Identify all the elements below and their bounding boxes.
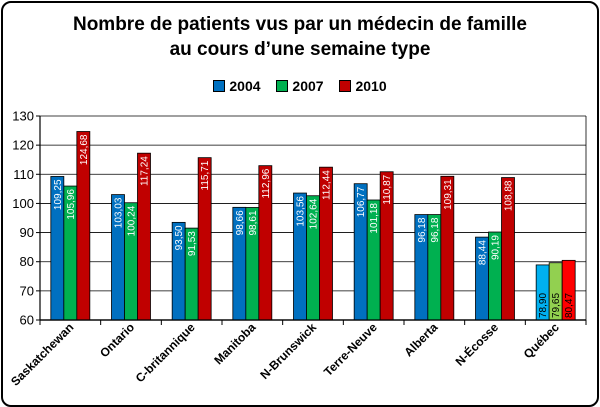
data-label: 88,44: [478, 240, 489, 265]
y-tick-label: 100: [12, 196, 34, 211]
data-label: 109,25: [53, 179, 64, 210]
y-tick-label: 120: [12, 138, 34, 153]
category-label: C-britannique: [133, 320, 198, 385]
legend-item-2004: 2004: [213, 78, 261, 94]
y-tick-label: 90: [20, 225, 34, 240]
data-label: 80,47: [564, 293, 575, 318]
legend-item-2010: 2010: [339, 78, 387, 94]
category-label: N-Écosse: [452, 319, 502, 369]
y-tick-label: 60: [20, 313, 34, 328]
data-label: 110,87: [382, 174, 393, 204]
data-label: 103,03: [114, 197, 125, 228]
category-label: Manitoba: [211, 320, 258, 367]
data-label: 101,18: [369, 203, 380, 234]
data-label: 91,53: [187, 231, 198, 256]
data-label: 105,96: [66, 189, 77, 220]
data-label: 108,88: [504, 180, 515, 211]
category-label: N-Brunswick: [257, 320, 319, 382]
data-label: 78,90: [538, 293, 549, 318]
data-label: 96,18: [430, 217, 441, 242]
data-label: 124,68: [79, 134, 90, 165]
chart-title: Nombre de patients vus par un médecin de…: [0, 12, 600, 62]
legend-swatch: [213, 80, 226, 92]
legend-label: 2010: [355, 78, 387, 94]
legend-label: 2007: [292, 78, 324, 94]
data-label: 112,44: [322, 170, 333, 200]
data-label: 102,64: [309, 198, 320, 229]
data-label: 79,65: [551, 293, 562, 318]
y-tick-label: 130: [12, 109, 34, 124]
y-tick-label: 70: [20, 283, 34, 298]
category-label: Ontario: [97, 320, 137, 360]
data-label: 98,66: [235, 210, 246, 235]
category-label: Alberta: [401, 320, 440, 359]
chart-title-line-1: Nombre de patients vus par un médecin de…: [72, 14, 527, 35]
data-label: 100,24: [127, 205, 138, 236]
data-label: 93,50: [174, 225, 185, 250]
data-label: 103,56: [296, 196, 307, 227]
category-label: Terre-Neuve: [321, 320, 380, 379]
y-tick-label: 80: [20, 254, 34, 269]
data-label: 106,77: [356, 186, 367, 217]
legend-swatch: [276, 80, 289, 92]
chart-legend: 2004 2007 2010: [0, 78, 600, 94]
data-label: 90,19: [491, 235, 502, 260]
data-label: 117,24: [140, 156, 151, 186]
category-label: Québec: [521, 320, 562, 361]
data-label: 112,96: [261, 168, 272, 198]
legend-label: 2004: [229, 78, 261, 94]
data-label: 115,71: [200, 160, 211, 190]
y-tick-label: 110: [13, 167, 34, 182]
chart-title-line-2: au cours d’une semaine type: [169, 39, 431, 60]
category-label: Saskatchewan: [8, 320, 76, 388]
data-label: 109,31: [443, 179, 454, 210]
data-label: 98,61: [248, 210, 259, 235]
legend-swatch: [339, 80, 352, 92]
data-label: 96,18: [417, 217, 428, 242]
legend-item-2007: 2007: [276, 78, 324, 94]
